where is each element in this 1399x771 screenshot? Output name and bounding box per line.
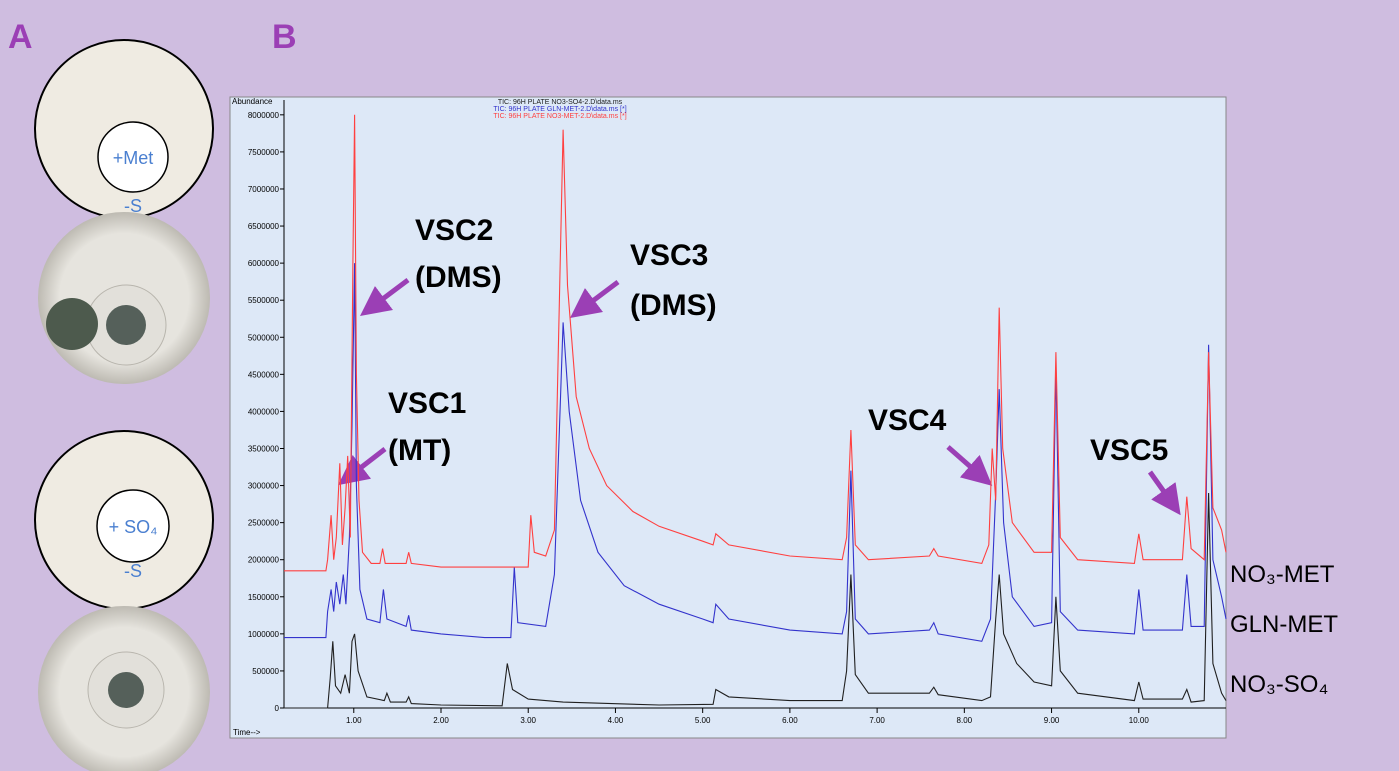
x-tick-label: 10.00 [1129,716,1150,725]
trace [284,492,1227,709]
colony [106,305,146,345]
legend-label: GLN-MET [1230,611,1338,638]
y-tick-label: 3000000 [248,482,280,491]
y-tick-label: 0 [275,704,280,713]
x-tick-label: 2.00 [433,716,449,725]
annotation: VSC2 [415,214,493,247]
y-tick-label: 4000000 [248,407,280,416]
y-tick-label: 5000000 [248,333,280,342]
y-tick-label: 6000000 [248,259,280,268]
colony [108,672,144,708]
y-tick-label: 500000 [252,667,279,676]
legend-label: NO₃-MET [1230,561,1335,588]
plate-label: -S [124,196,142,216]
x-tick-label: 1.00 [346,716,362,725]
series-header: TIC: 96H PLATE NO3-SO4-2.D\data.ms [498,99,623,106]
x-tick-label: 5.00 [695,716,711,725]
x-tick-label: 4.00 [608,716,624,725]
plate-label: + SO₄ [109,517,158,537]
y-axis-label: Abundance [232,97,273,106]
well [96,489,170,563]
series-header: TIC: 96H PLATE GLN-MET-2.D\data.ms [*] [493,106,626,113]
arrows [338,278,1181,516]
annotation: (DMS) [415,261,502,294]
x-tick-label: 7.00 [869,716,885,725]
annotation: VSC3 [630,239,708,272]
y-tick-label: 4500000 [248,370,280,379]
y-tick-label: 7000000 [248,185,280,194]
y-tick-label: 7500000 [248,148,280,157]
colony [46,298,98,350]
x-axis-label: Time--> [233,728,261,737]
series-header: TIC: 96H PLATE NO3-MET-2.D\data.ms [*] [493,113,626,120]
trace [284,114,1227,572]
annotation: (DMS) [630,289,717,322]
y-tick-label: 3500000 [248,444,280,453]
chart-frame [229,96,1227,739]
x-tick-label: 9.00 [1044,716,1060,725]
annotation: VSC1 [388,387,466,420]
plate-label: +Met [113,148,154,168]
y-tick-label: 1500000 [248,593,280,602]
legend-label: NO₃-SO₄ [1230,671,1328,698]
x-tick-label: 6.00 [782,716,798,725]
annotation: VSC4 [868,404,947,437]
well [97,121,169,193]
y-tick-label: 2500000 [248,519,280,528]
annotation: (MT) [388,434,451,467]
y-tick-label: 6500000 [248,222,280,231]
panel-label: B [272,18,297,56]
plate-label: -S [124,561,142,581]
x-tick-label: 8.00 [957,716,973,725]
trace [284,263,1227,642]
y-tick-label: 1000000 [248,630,280,639]
y-tick-label: 2000000 [248,556,280,565]
x-tick-label: 3.00 [520,716,536,725]
annotation: VSC5 [1090,434,1168,467]
y-tick-label: 8000000 [248,111,280,120]
y-tick-label: 5500000 [248,296,280,305]
panel-label: A [8,18,33,56]
